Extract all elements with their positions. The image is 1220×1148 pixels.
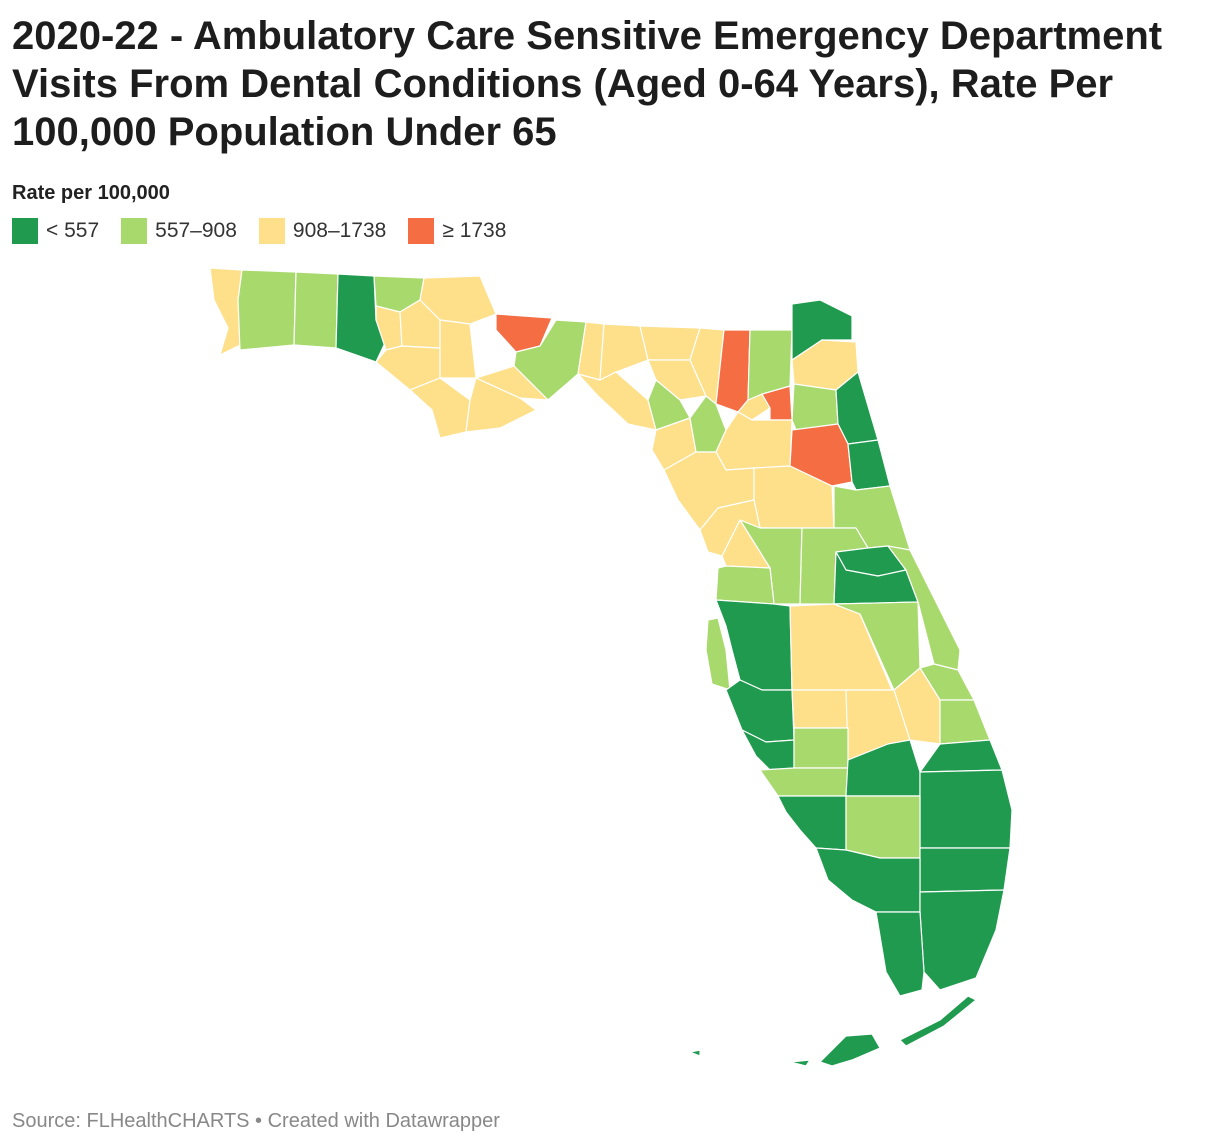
county-escambia — [210, 268, 242, 355]
source-credit: Source: FLHealthCHARTS • Created with Da… — [12, 1110, 500, 1133]
county-santa-rosa — [238, 270, 296, 350]
legend: < 557 557–908 908–1738 ≥ 1738 — [12, 218, 528, 244]
legend-label-mid-high: 908–1738 — [293, 219, 386, 243]
chart-title: 2020-22 - Ambulatory Care Sensitive Emer… — [12, 12, 1202, 156]
county-alachua — [716, 412, 792, 470]
florida-county-map — [0, 260, 1220, 1080]
county-flagler — [848, 440, 890, 490]
county-madison — [600, 324, 648, 380]
legend-label-high: ≥ 1738 — [442, 219, 506, 243]
legend-swatch-high — [408, 218, 434, 244]
counties-layer — [210, 268, 1012, 1066]
county-martin — [920, 740, 1002, 772]
county-clay — [792, 384, 838, 430]
county-taylor — [578, 372, 656, 430]
legend-item-mid-low: 557–908 — [121, 218, 237, 244]
county-hardee — [792, 690, 848, 728]
county-okaloosa — [294, 272, 338, 348]
county-collier — [816, 848, 920, 912]
county-charlotte — [760, 768, 848, 796]
county-liberty — [440, 320, 476, 378]
county-st-lucie — [940, 700, 990, 744]
county-gulf — [410, 378, 470, 438]
county-palm-beach — [920, 770, 1012, 848]
county-lee — [778, 796, 846, 850]
legend-label-mid-low: 557–908 — [155, 219, 237, 243]
legend-label-low: < 557 — [46, 219, 99, 243]
legend-item-high: ≥ 1738 — [408, 218, 506, 244]
county-monroe-mainland — [876, 912, 924, 996]
legend-title: Rate per 100,000 — [12, 182, 170, 205]
county-pasco — [716, 566, 774, 604]
legend-swatch-mid-low — [121, 218, 147, 244]
legend-item-low: < 557 — [12, 218, 99, 244]
county-monroe-keys — [690, 996, 976, 1066]
legend-item-mid-high: 908–1738 — [259, 218, 386, 244]
legend-swatch-mid-high — [259, 218, 285, 244]
county-desoto — [794, 728, 848, 768]
county-miami-dade — [920, 890, 1004, 990]
county-broward — [920, 848, 1010, 892]
legend-swatch-low — [12, 218, 38, 244]
county-hendry — [846, 796, 920, 858]
